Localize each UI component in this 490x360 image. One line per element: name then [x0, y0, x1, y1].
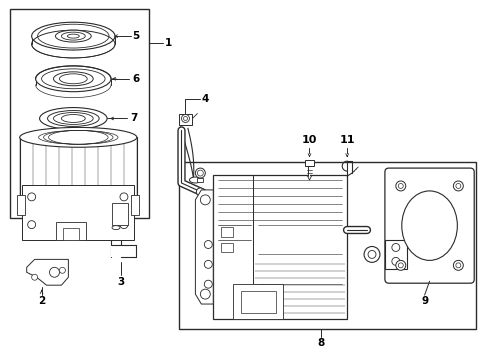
- Bar: [10, 9, 149, 218]
- Bar: [221, 243, 233, 252]
- Ellipse shape: [112, 226, 120, 230]
- Bar: [221, 227, 233, 237]
- Ellipse shape: [55, 30, 91, 42]
- Ellipse shape: [368, 251, 376, 258]
- Circle shape: [28, 193, 36, 201]
- Circle shape: [453, 181, 464, 191]
- Circle shape: [200, 195, 210, 205]
- Circle shape: [204, 260, 212, 268]
- Bar: [213, 175, 347, 319]
- Text: 1: 1: [165, 38, 172, 48]
- Circle shape: [398, 263, 403, 268]
- Ellipse shape: [32, 22, 115, 50]
- Circle shape: [456, 184, 461, 188]
- Circle shape: [396, 181, 406, 191]
- Text: 10: 10: [302, 135, 317, 145]
- Circle shape: [204, 280, 212, 288]
- Circle shape: [120, 221, 128, 229]
- Ellipse shape: [402, 191, 457, 260]
- Ellipse shape: [61, 32, 85, 40]
- Circle shape: [392, 257, 400, 265]
- Text: 11: 11: [340, 135, 355, 145]
- Circle shape: [32, 274, 38, 280]
- Ellipse shape: [61, 114, 85, 122]
- Circle shape: [49, 267, 59, 277]
- Bar: [305, 160, 315, 166]
- Circle shape: [200, 289, 210, 299]
- Circle shape: [196, 168, 205, 178]
- Ellipse shape: [59, 74, 87, 84]
- Bar: [233, 284, 283, 319]
- Circle shape: [456, 263, 461, 268]
- Circle shape: [396, 260, 406, 270]
- Bar: [22, 185, 134, 239]
- Ellipse shape: [40, 108, 107, 129]
- Text: 7: 7: [130, 113, 138, 123]
- Ellipse shape: [68, 34, 79, 38]
- Text: 2: 2: [38, 296, 45, 306]
- Ellipse shape: [48, 111, 99, 126]
- Ellipse shape: [53, 72, 93, 86]
- Ellipse shape: [20, 202, 137, 222]
- Ellipse shape: [38, 24, 109, 48]
- Text: 3: 3: [117, 277, 124, 287]
- Text: 9: 9: [421, 296, 428, 306]
- Ellipse shape: [53, 113, 93, 125]
- Circle shape: [204, 240, 212, 248]
- Bar: [56, 222, 86, 239]
- Circle shape: [392, 243, 400, 251]
- Bar: [178, 162, 476, 329]
- Ellipse shape: [42, 69, 105, 89]
- Ellipse shape: [36, 66, 111, 92]
- Bar: [131, 195, 139, 215]
- Circle shape: [59, 267, 65, 273]
- Text: 8: 8: [318, 338, 325, 348]
- Circle shape: [398, 184, 403, 188]
- Circle shape: [181, 114, 190, 122]
- Circle shape: [120, 193, 128, 201]
- Bar: [112, 203, 128, 225]
- Text: 4: 4: [201, 94, 209, 104]
- Polygon shape: [26, 260, 69, 285]
- Circle shape: [28, 221, 36, 229]
- Bar: [111, 228, 121, 257]
- Circle shape: [453, 260, 464, 270]
- Circle shape: [183, 117, 188, 121]
- Bar: [241, 291, 276, 313]
- Bar: [178, 113, 193, 125]
- Ellipse shape: [190, 177, 201, 183]
- Bar: [63, 228, 79, 239]
- Ellipse shape: [364, 247, 380, 262]
- Polygon shape: [196, 190, 213, 304]
- FancyBboxPatch shape: [385, 168, 474, 283]
- Bar: [17, 195, 24, 215]
- Ellipse shape: [20, 127, 137, 147]
- Bar: [197, 178, 203, 182]
- Text: 6: 6: [132, 74, 140, 84]
- Bar: [385, 239, 407, 269]
- Circle shape: [197, 170, 203, 176]
- Text: 5: 5: [132, 31, 140, 41]
- Circle shape: [196, 188, 204, 196]
- Bar: [111, 246, 136, 257]
